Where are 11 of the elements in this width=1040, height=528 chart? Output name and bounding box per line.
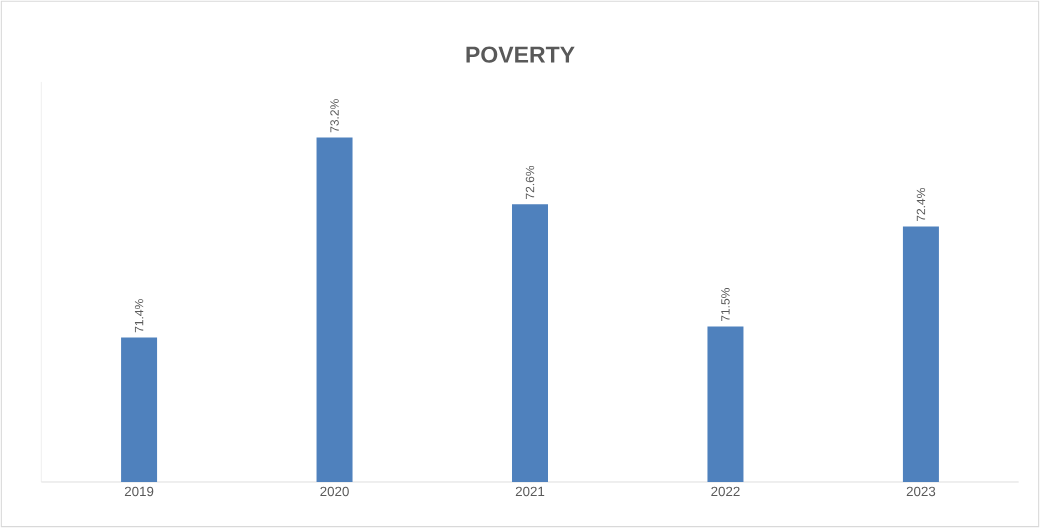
x-tick-label: 2019 xyxy=(124,486,154,497)
x-tick-label: 2023 xyxy=(906,486,936,497)
data-label: 72.6% xyxy=(525,165,535,199)
chart-title: POVERTY xyxy=(466,46,575,63)
x-tick-label: 2021 xyxy=(515,486,545,497)
data-label: 71.4% xyxy=(134,299,144,333)
data-label: 73.2% xyxy=(330,99,339,133)
data-label: 72.4% xyxy=(916,188,926,222)
x-tick-label: 2020 xyxy=(320,486,349,497)
x-tick-label: 2022 xyxy=(711,486,740,497)
data-label: 71.5% xyxy=(721,288,730,322)
